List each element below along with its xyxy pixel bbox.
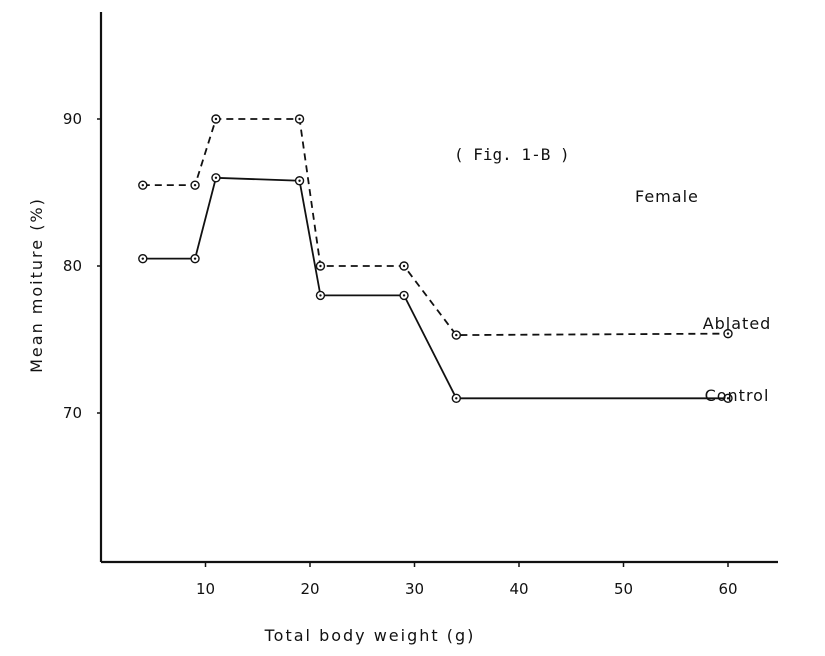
- data-point-center: [726, 397, 730, 400]
- data-point-center: [402, 264, 406, 268]
- data-point-center: [141, 257, 144, 260]
- data-point-center: [141, 183, 144, 187]
- data-point-center: [214, 176, 218, 179]
- data-point-center: [726, 332, 730, 335]
- data-point-center: [193, 257, 197, 260]
- x-tick-label: 30: [405, 580, 424, 598]
- data-point-center: [298, 179, 301, 182]
- x-axis-title: Total body weight (g): [264, 626, 476, 645]
- series-line-ablated: [142, 118, 729, 336]
- group-annotation: Female: [635, 187, 699, 206]
- x-tick-label: 50: [614, 580, 633, 598]
- y-tick-label: 70: [63, 404, 82, 422]
- data-point-center: [319, 264, 322, 268]
- data-point-center: [319, 294, 322, 297]
- y-tick-label: 90: [63, 110, 82, 128]
- series-label: Control: [705, 386, 770, 405]
- data-point-center: [402, 294, 406, 297]
- x-tick-label: 40: [509, 580, 528, 598]
- data-point-center: [455, 397, 458, 400]
- series-label: Ablated: [703, 314, 772, 333]
- y-axis-title: Mean moiture (%): [27, 197, 46, 373]
- x-tick-label: 10: [196, 580, 215, 598]
- x-tick-label: 20: [300, 580, 319, 598]
- data-point-center: [455, 333, 458, 337]
- data-point-center: [193, 183, 197, 187]
- y-tick-label: 80: [63, 257, 82, 275]
- figure-annotation: ( Fig. 1-B ): [454, 145, 570, 164]
- x-tick-label: 60: [718, 580, 737, 598]
- data-point-center: [214, 117, 218, 121]
- series-line-control: [142, 176, 728, 400]
- data-point-center: [298, 117, 301, 121]
